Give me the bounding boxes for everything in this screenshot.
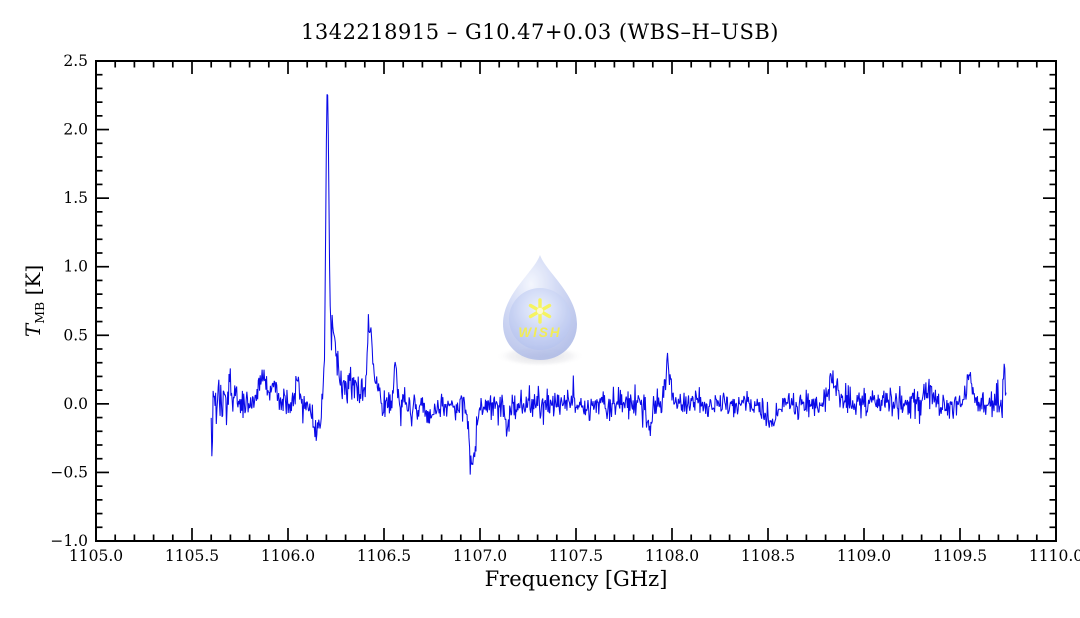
y-tick-label: 1.0 [63,258,88,276]
x-tick-label: 1105.5 [165,547,219,565]
x-axis-label: Frequency [GHz] [484,567,668,591]
plot-title: 1342218915 – G10.47+0.03 (WBS–H–USB) [300,20,779,44]
spectrum-trace [210,94,1007,475]
wish-star-core [536,307,544,315]
wish-watermark: WISH [496,255,584,367]
y-tick-label: 0.0 [63,395,88,413]
x-tick-label: 1109.5 [933,547,987,565]
axes-layer: 1105.0 1105.5 1106.0 1106.5 1107.0 1107.5 1108… [50,52,1080,565]
x-tick-label: 1107.5 [549,547,603,565]
y-axis-label: TMB [K] [21,265,47,337]
y-tick-label: −1.0 [50,532,88,550]
x-tick-label: 1105.0 [69,547,123,565]
x-tick-label: 1108.5 [741,547,795,565]
x-tick-label: 1109.0 [837,547,891,565]
y-tick-label: −0.5 [50,463,88,481]
plot-frame [95,60,1057,542]
trace-layer [210,94,1007,475]
x-tick-label: 1110.0 [1029,547,1080,565]
y-tick-label: 2.5 [63,52,88,70]
x-tick-label: 1108.0 [645,547,699,565]
y-tick-label: 1.5 [63,189,88,207]
x-tick-label: 1106.5 [357,547,411,565]
x-tick-label: 1106.0 [261,547,315,565]
x-tick-label: 1107.0 [453,547,507,565]
y-tick-label: 0.5 [63,326,88,344]
y-tick-label: 2.0 [63,121,88,139]
wish-label: WISH [518,325,561,340]
